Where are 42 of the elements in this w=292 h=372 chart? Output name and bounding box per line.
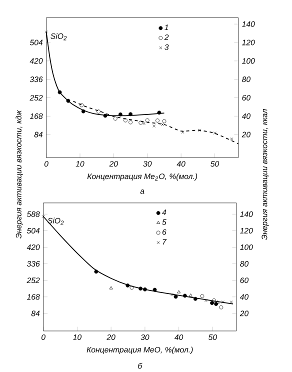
point xyxy=(126,283,130,288)
point xyxy=(118,112,123,116)
point xyxy=(204,298,208,302)
point xyxy=(66,98,70,103)
point xyxy=(138,286,143,291)
point xyxy=(114,116,118,121)
point xyxy=(143,287,148,292)
point xyxy=(146,118,150,122)
point xyxy=(138,120,143,125)
point xyxy=(130,286,134,290)
point xyxy=(152,124,156,128)
point xyxy=(96,110,101,114)
point xyxy=(189,294,193,297)
point xyxy=(212,298,216,302)
point xyxy=(214,132,216,134)
point xyxy=(80,103,84,108)
point xyxy=(198,128,202,132)
point xyxy=(161,123,164,126)
point xyxy=(182,130,184,134)
point xyxy=(128,120,133,124)
point xyxy=(153,288,157,292)
point xyxy=(128,112,133,116)
point xyxy=(216,300,220,304)
point xyxy=(157,110,162,115)
point xyxy=(222,300,225,304)
point xyxy=(183,294,188,298)
point xyxy=(156,118,160,123)
point xyxy=(110,286,114,290)
point xyxy=(170,293,174,296)
point xyxy=(194,296,198,301)
point xyxy=(230,138,234,140)
point xyxy=(82,109,86,114)
point xyxy=(124,118,128,122)
point xyxy=(200,294,204,298)
point xyxy=(142,122,146,125)
point xyxy=(58,90,62,94)
point xyxy=(177,290,181,294)
point xyxy=(174,294,178,299)
point xyxy=(219,305,224,310)
point xyxy=(104,114,108,118)
point xyxy=(162,119,166,124)
point xyxy=(94,270,98,274)
